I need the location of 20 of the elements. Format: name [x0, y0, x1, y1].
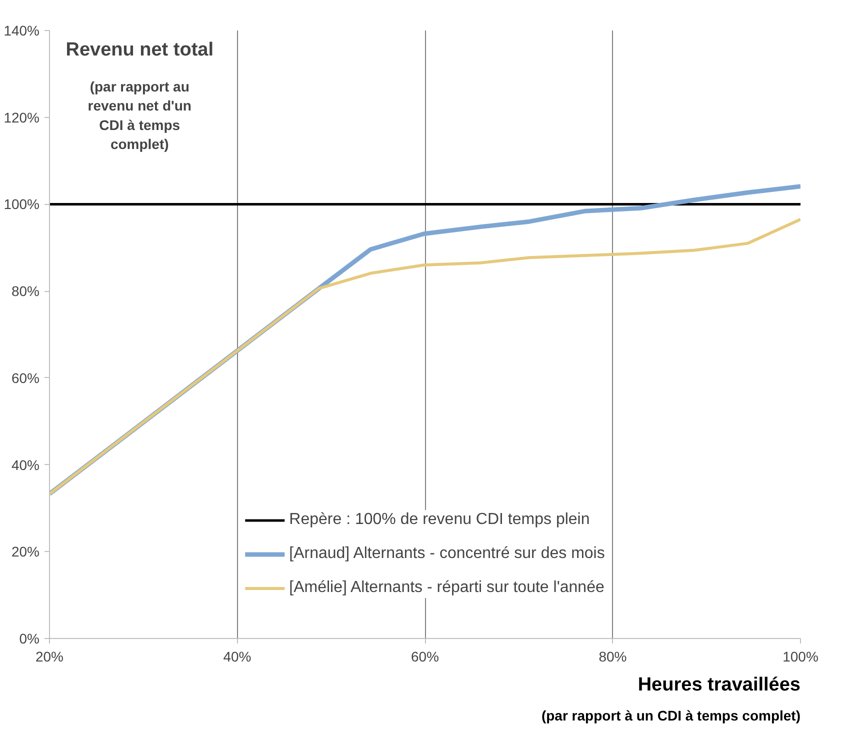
y-tick-label: 60%	[11, 370, 40, 386]
text: (par rapport à un CDI à temps complet)	[541, 708, 801, 724]
y-tick-label: 40%	[11, 456, 40, 473]
y-tick-label: 80%	[11, 283, 40, 300]
x-tick-label: 100%	[782, 648, 818, 664]
x-tick-label: 20%	[35, 648, 64, 664]
y-tick-label: 20%	[11, 544, 40, 560]
x-axis-title: Heures travaillées	[638, 674, 801, 696]
y-tick-label: 140%	[4, 22, 40, 38]
x-tick-label: 80%	[598, 648, 627, 664]
text: (par rapport au revenu net d'un CDI à temps complet)	[88, 78, 192, 152]
legend-label: Repère : 100% de revenu CDI temps plein	[289, 511, 590, 529]
legend-label: [Arnaud] Alternants - concentré sur des mois	[289, 545, 605, 563]
legend-label: [Amélie] Alternants - réparti sur toute l'année	[289, 579, 604, 597]
x-tick-label: 60%	[410, 648, 440, 664]
x-tick-label: 40%	[223, 648, 252, 664]
y-tick-label: 0%	[19, 630, 40, 646]
y-tick-label: 100%	[4, 196, 40, 212]
y-tick-label: 120%	[4, 109, 40, 126]
text: Revenu net total	[66, 40, 214, 60]
